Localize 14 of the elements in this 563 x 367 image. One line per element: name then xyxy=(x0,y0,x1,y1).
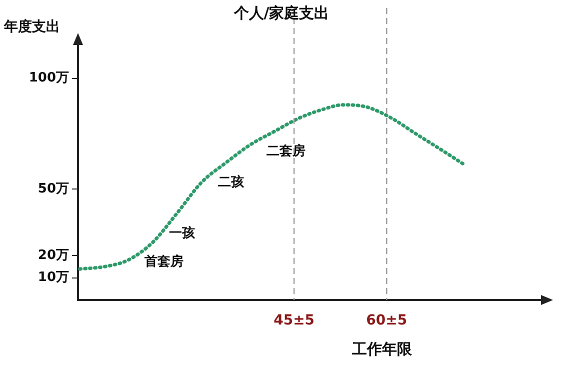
x-axis-title: 工作年限 xyxy=(352,340,412,359)
y-tick-label: 20万 xyxy=(38,248,69,264)
y-axis-title: 年度支出 xyxy=(4,18,60,36)
ref-line-label: 60±5 xyxy=(366,312,408,329)
y-tick-label: 100万 xyxy=(28,70,69,86)
ref-line-label: 45±5 xyxy=(274,312,315,329)
line-series xyxy=(78,103,466,271)
annotation: 二孩 xyxy=(218,174,246,190)
chart-title: 个人/家庭支出 xyxy=(234,4,330,22)
annotation: 二套房 xyxy=(266,142,306,159)
annotation: 首套房 xyxy=(144,254,184,270)
y-tick-label: 10万 xyxy=(38,270,69,286)
annotation: 一孩 xyxy=(168,224,196,241)
y-tick-label: 50万 xyxy=(38,182,69,197)
